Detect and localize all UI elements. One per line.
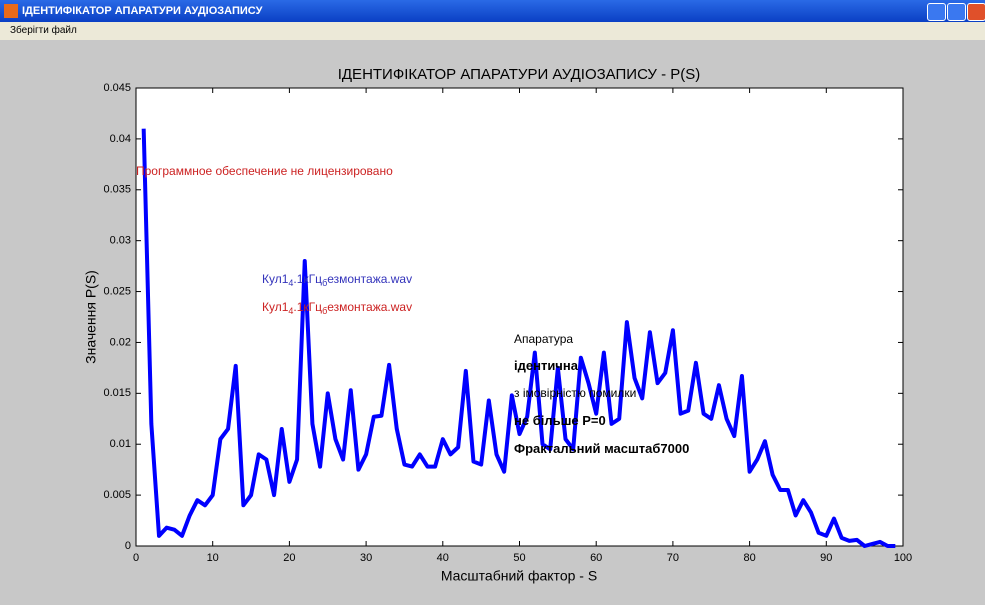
annotation: Кул14.1кГцбезмонтажа.wav bbox=[262, 272, 412, 288]
annotation-part: з імовірністю помилки bbox=[514, 386, 636, 400]
annotation: Апаратура bbox=[514, 332, 573, 346]
x-tick-label: 50 bbox=[513, 552, 525, 564]
annotation-part: ідентична bbox=[514, 358, 579, 373]
annotation-part: Фрактальний масштаб7000 bbox=[514, 441, 689, 456]
close-button[interactable] bbox=[967, 3, 985, 21]
window-title: ІДЕНТИФІКАТОР АПАРАТУРИ АУДІОЗАПИСУ bbox=[22, 5, 263, 17]
y-tick-label: 0.04 bbox=[110, 133, 131, 145]
annotation-part: Апаратура bbox=[514, 332, 573, 346]
chart-title: ІДЕНТИФІКАТОР АПАРАТУРИ АУДІОЗАПИСУ - P(… bbox=[338, 66, 701, 83]
annotation-part: Программное обеспечение не лицензировано bbox=[136, 164, 393, 178]
menu-bar: Зберігти файл bbox=[0, 22, 985, 40]
annotation-part: не більше P=0 bbox=[514, 413, 606, 428]
annotation-part: езмонтажа.wav bbox=[327, 272, 412, 286]
x-tick-label: 60 bbox=[590, 552, 602, 564]
y-tick-label: 0.045 bbox=[103, 82, 131, 94]
annotation: Фрактальний масштаб7000 bbox=[514, 441, 689, 456]
plot-area bbox=[135, 87, 904, 547]
x-tick-label: 70 bbox=[667, 552, 679, 564]
x-tick-label: 0 bbox=[133, 552, 139, 564]
data-line bbox=[141, 128, 896, 548]
y-tick-label: 0.005 bbox=[103, 489, 131, 501]
minimize-button[interactable] bbox=[927, 3, 946, 21]
annotation-part: .1кГц bbox=[293, 272, 322, 286]
x-tick-label: 80 bbox=[743, 552, 755, 564]
annotation-part: езмонтажа.wav bbox=[327, 300, 412, 314]
y-tick-label: 0.01 bbox=[110, 438, 131, 450]
annotation-part: .1кГц bbox=[293, 300, 322, 314]
annotation-subscript: 4 bbox=[288, 306, 293, 316]
x-tick-label: 30 bbox=[360, 552, 372, 564]
y-tick-label: 0.025 bbox=[103, 285, 131, 297]
y-tick-label: 0.015 bbox=[103, 387, 131, 399]
app-icon bbox=[4, 4, 18, 18]
x-tick-label: 40 bbox=[437, 552, 449, 564]
annotation: з імовірністю помилки bbox=[514, 386, 636, 400]
x-tick-label: 20 bbox=[283, 552, 295, 564]
menu-item[interactable]: Зберігти файл bbox=[10, 25, 77, 36]
annotation: Кул14.1кГцбезмонтажа.wav bbox=[262, 300, 412, 316]
y-tick-label: 0.02 bbox=[110, 336, 131, 348]
annotation-subscript: б bbox=[322, 306, 327, 316]
y-axis-label: Значення P(S) bbox=[83, 270, 99, 364]
annotation: не більше P=0 bbox=[514, 413, 606, 428]
x-tick-label: 90 bbox=[820, 552, 832, 564]
x-axis-label: Масштабний фактор - S bbox=[441, 568, 597, 584]
annotation-part: Кул1 bbox=[262, 272, 289, 286]
chart: ІДЕНТИФІКАТОР АПАРАТУРИ АУДІОЗАПИСУ - P(… bbox=[83, 66, 912, 584]
annotation-subscript: 4 bbox=[288, 278, 293, 288]
y-tick-label: 0 bbox=[125, 540, 131, 552]
annotation-part: Кул1 bbox=[262, 300, 289, 314]
x-tick-label: 10 bbox=[207, 552, 219, 564]
x-tick-label: 100 bbox=[894, 552, 912, 564]
annotation-subscript: б bbox=[322, 278, 327, 288]
title-bar: ІДЕНТИФІКАТОР АПАРАТУРИ АУДІОЗАПИСУ bbox=[0, 0, 985, 22]
annotation: ідентична bbox=[514, 358, 579, 373]
maximize-button[interactable] bbox=[947, 3, 966, 21]
y-tick-label: 0.03 bbox=[110, 235, 131, 247]
annotation: Программное обеспечение не лицензировано bbox=[136, 164, 393, 178]
y-tick-label: 0.035 bbox=[103, 184, 131, 196]
